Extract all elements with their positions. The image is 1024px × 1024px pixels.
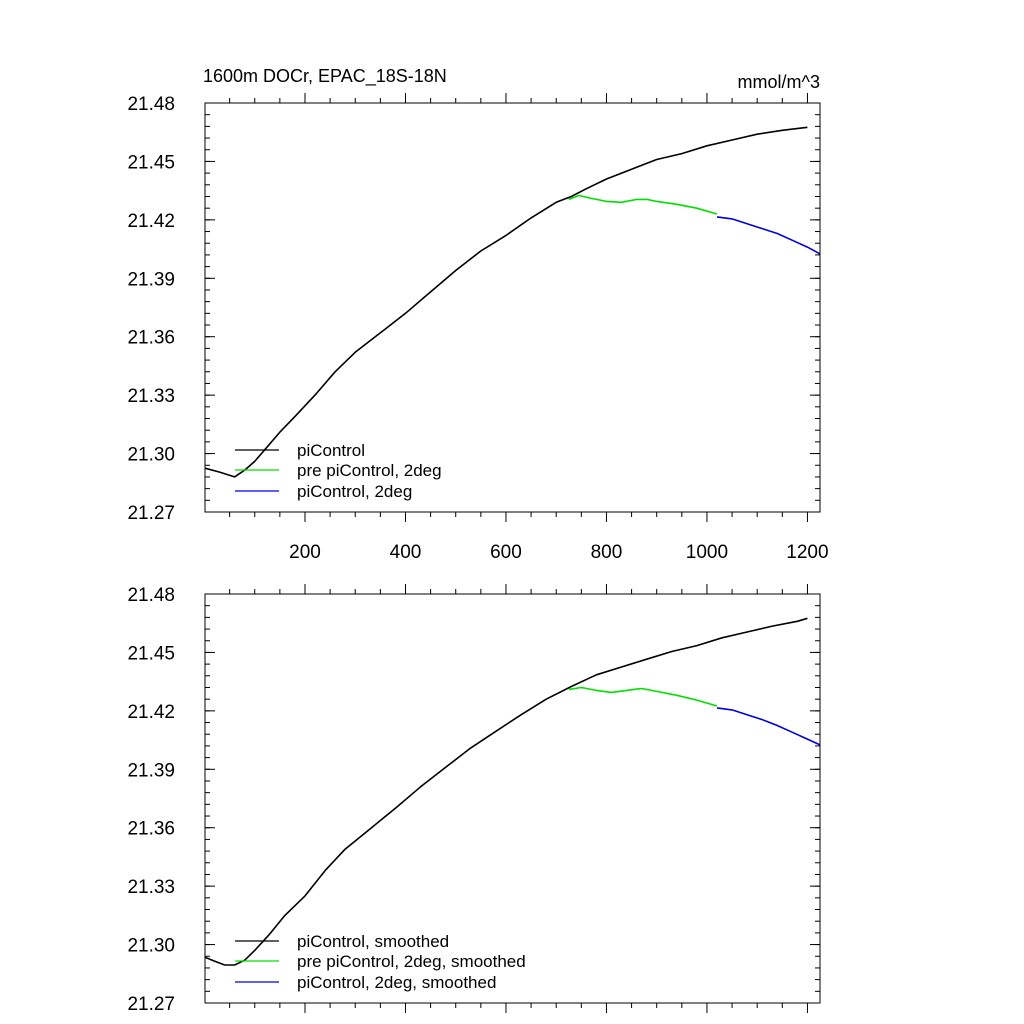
- legend-label-picontrol-2deg-smoothed: piControl, 2deg, smoothed: [297, 973, 496, 992]
- series-line-picontrol: [204, 126, 808, 478]
- top-data-lines: [204, 126, 821, 478]
- top-chart-panel: 1600m DOCr, EPAC_18S-18N mmol/m^3 21.272…: [127, 66, 828, 563]
- top-axis-ticks: [205, 93, 820, 522]
- y-tick-label: 21.39: [127, 760, 175, 781]
- y-tick-label: 21.33: [127, 386, 175, 407]
- series-line-pre-picontrol-2deg: [568, 194, 718, 215]
- legend-label-picontrol: piControl: [297, 441, 365, 460]
- top-plot-frame: [204, 102, 821, 513]
- top-y-tick-labels: 21.27 21.30 21.33 21.36 21.39 21.42 21.45 21.48: [127, 94, 175, 524]
- legend-label-pre-picontrol-2deg-smoothed: pre piControl, 2deg, smoothed: [297, 952, 526, 971]
- series-line-pre-picontrol-2deg-smoothed: [568, 686, 718, 707]
- legend-label-picontrol-smoothed: piControl, smoothed: [297, 932, 449, 951]
- bottom-legend: piControl, smoothed pre piControl, 2deg,…: [235, 932, 526, 992]
- legend-label-picontrol-2deg: piControl, 2deg: [297, 482, 412, 501]
- x-tick-label: 800: [591, 542, 623, 563]
- x-tick-label: 400: [390, 542, 422, 563]
- x-tick-label: 600: [490, 542, 522, 563]
- chart-title: 1600m DOCr, EPAC_18S-18N: [203, 66, 447, 87]
- y-tick-label: 21.30: [127, 445, 175, 466]
- x-tick-label: 1200: [786, 542, 828, 563]
- y-tick-label: 21.45: [127, 643, 175, 664]
- series-line-picontrol-2deg: [716, 216, 821, 255]
- x-tick-label: 1000: [686, 542, 728, 563]
- x-tick-label: 200: [289, 542, 321, 563]
- y-tick-label: 21.27: [127, 503, 175, 524]
- series-line-picontrol-smoothed: [204, 617, 808, 966]
- y-tick-label: 21.39: [127, 269, 175, 290]
- legend-label-pre-picontrol-2deg: pre piControl, 2deg: [297, 461, 442, 480]
- series-line-picontrol-2deg-smoothed: [716, 707, 821, 746]
- bottom-y-tick-labels: 21.27 21.30 21.33 21.36 21.39 21.42 21.45 21.48: [127, 585, 175, 1015]
- y-tick-label: 21.30: [127, 936, 175, 957]
- bottom-chart-panel: 21.27 21.30 21.33 21.36 21.39 21.42 21.45 21.48…: [127, 584, 821, 1015]
- y-tick-label: 21.42: [127, 702, 175, 723]
- y-tick-label: 21.48: [127, 94, 175, 115]
- y-tick-label: 21.48: [127, 585, 175, 606]
- y-tick-label: 21.36: [127, 328, 175, 349]
- y-tick-label: 21.36: [127, 819, 175, 840]
- bottom-data-lines: [204, 617, 821, 966]
- top-legend: piControl pre piControl, 2deg piControl,…: [235, 441, 442, 501]
- y-tick-label: 21.27: [127, 994, 175, 1015]
- top-x-tick-labels: 200 400 600 800 1000 1200: [289, 542, 828, 563]
- y-tick-label: 21.33: [127, 877, 175, 898]
- units-label: mmol/m^3: [738, 72, 820, 92]
- y-tick-label: 21.42: [127, 211, 175, 232]
- bottom-plot-frame: [204, 593, 821, 1004]
- y-tick-label: 21.45: [127, 152, 175, 173]
